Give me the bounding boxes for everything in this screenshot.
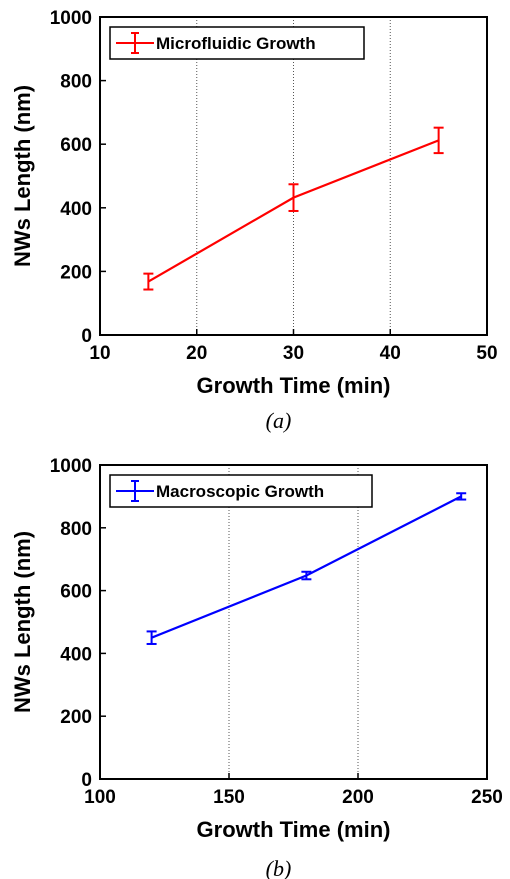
x-tick-label: 30	[283, 343, 304, 364]
chart-a: 10 20 30 40 50 0 200 400 600 800 1000 Growth Time (…	[10, 8, 498, 433]
series-line	[152, 496, 462, 637]
y-axis-label: NWs Length (nm)	[10, 85, 35, 267]
x-axis-label: Growth Time (min)	[197, 373, 391, 398]
error-bar	[456, 493, 466, 499]
error-bar	[289, 184, 299, 211]
y-tick-label: 400	[60, 199, 92, 220]
y-tick-label: 600	[60, 135, 92, 156]
legend: Microfluidic Growth	[110, 27, 364, 59]
error-bar	[147, 631, 157, 644]
x-tick-label: 150	[213, 787, 245, 808]
x-tick-label: 50	[476, 343, 497, 364]
legend-label: Macroscopic Growth	[156, 482, 324, 501]
figure-caption: (a)	[266, 408, 292, 433]
x-tick-label: 40	[380, 343, 401, 364]
legend-label: Microfluidic Growth	[156, 34, 316, 53]
error-bar	[434, 128, 444, 153]
x-tick-label: 10	[89, 343, 110, 364]
x-tick-label: 200	[342, 787, 374, 808]
error-bar	[143, 274, 153, 290]
legend: Macroscopic Growth	[110, 475, 372, 507]
y-tick-label: 200	[60, 262, 92, 283]
figure-caption: (b)	[266, 856, 292, 879]
y-tick-label: 0	[81, 326, 92, 347]
y-axis-label: NWs Length (nm)	[10, 531, 35, 713]
y-tick-label: 600	[60, 582, 92, 603]
x-tick-label: 20	[186, 343, 207, 364]
y-tick-label: 400	[60, 644, 92, 665]
y-tick-label: 800	[60, 519, 92, 540]
y-tick-label: 1000	[50, 456, 92, 477]
y-tick-label: 800	[60, 72, 92, 93]
y-tick-label: 0	[81, 770, 92, 791]
x-tick-label: 250	[471, 787, 503, 808]
y-tick-label: 1000	[50, 8, 92, 29]
x-axis-label: Growth Time (min)	[197, 817, 391, 842]
y-tick-label: 200	[60, 707, 92, 728]
